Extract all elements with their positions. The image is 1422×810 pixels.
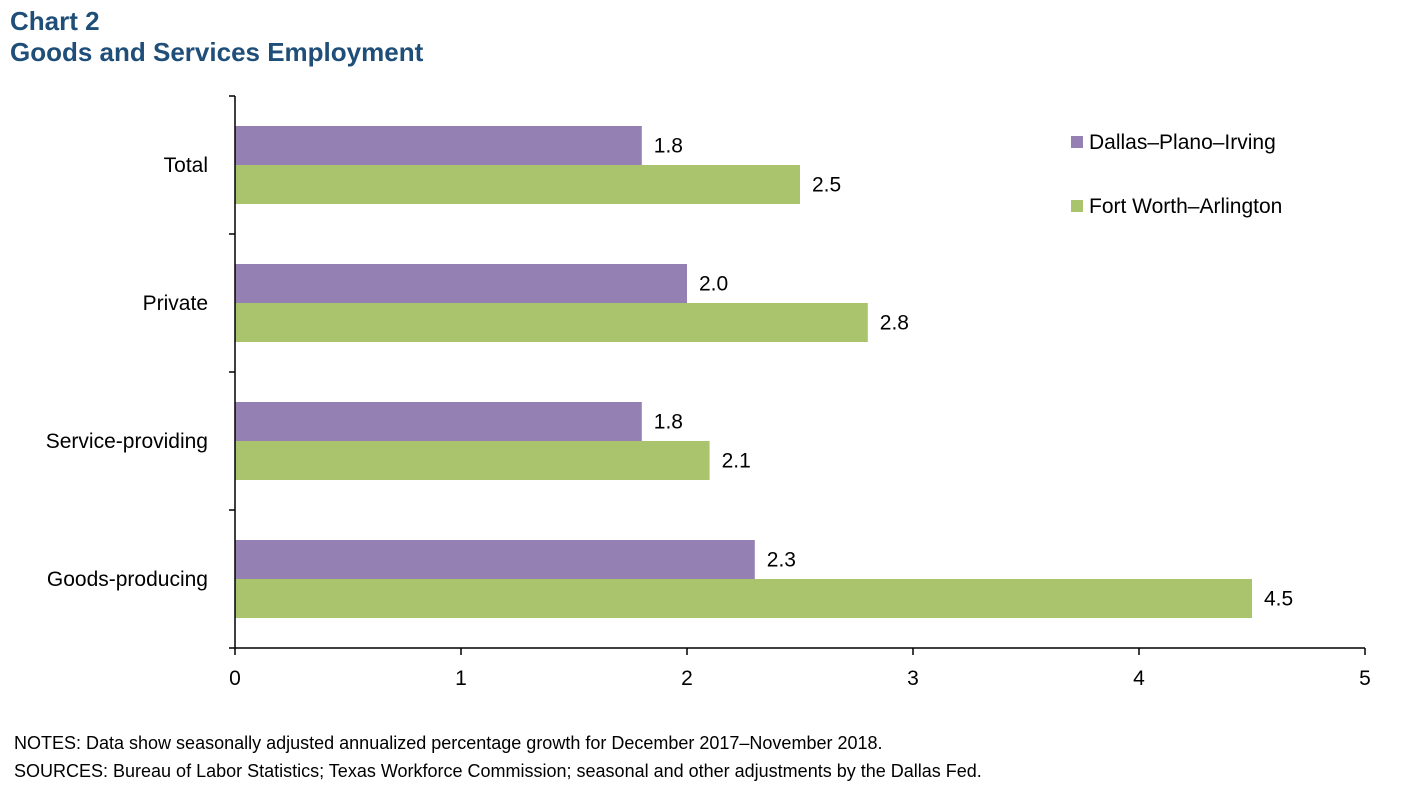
category-label-3: Goods-producing <box>47 568 208 591</box>
bar-dallas-3 <box>235 540 755 579</box>
bar-fort-worth-1 <box>235 303 868 342</box>
chart-titles: Chart 2 Goods and Services Employment <box>10 6 423 68</box>
x-tick-label-1: 1 <box>455 667 467 690</box>
bar-dallas-0 <box>235 126 642 165</box>
x-tick-label-4: 4 <box>1133 667 1145 690</box>
notes-text: NOTES: Data show seasonally adjusted ann… <box>14 733 883 753</box>
category-label-1: Private <box>143 292 208 315</box>
x-tick-label-3: 3 <box>907 667 919 690</box>
data-label-dallas-2: 1.8 <box>654 411 683 434</box>
legend-label-fort-worth: Fort Worth–Arlington <box>1089 195 1282 218</box>
bar-dallas-2 <box>235 402 642 441</box>
category-label-2: Service-providing <box>46 430 208 453</box>
bar-fort-worth-2 <box>235 441 710 480</box>
data-label-fort-worth-0: 2.5 <box>812 174 841 197</box>
category-label-0: Total <box>164 154 208 177</box>
legend-swatch-fort-worth <box>1071 200 1083 212</box>
data-label-fort-worth-2: 2.1 <box>722 450 751 473</box>
axes-layer: Total Private Service-providing Goods-produ… <box>46 95 1371 690</box>
x-tick-label-2: 2 <box>681 667 693 690</box>
data-label-fort-worth-3: 4.5 <box>1264 588 1293 611</box>
bar-fort-worth-0 <box>235 165 800 204</box>
bars-layer: 1.8 2.5 2.0 2.8 1.8 2.1 2.3 4.5 <box>235 126 1293 618</box>
data-label-dallas-3: 2.3 <box>767 549 796 572</box>
chart-number: Chart 2 <box>10 6 100 36</box>
sources-text: SOURCES: Bureau of Labor Statistics; Tex… <box>14 761 982 781</box>
legend-swatch-dallas <box>1071 136 1083 148</box>
x-tick-label-0: 0 <box>229 667 241 690</box>
legend: Dallas–Plano–Irving Fort Worth–Arlington <box>1071 131 1282 218</box>
bar-dallas-1 <box>235 264 687 303</box>
data-label-fort-worth-1: 2.8 <box>880 312 909 335</box>
data-label-dallas-0: 1.8 <box>654 135 683 158</box>
x-tick-label-5: 5 <box>1359 667 1371 690</box>
footnotes: NOTES: Data show seasonally adjusted ann… <box>14 729 982 785</box>
data-label-dallas-1: 2.0 <box>699 273 728 296</box>
chart-title: Goods and Services Employment <box>10 37 424 67</box>
legend-label-dallas: Dallas–Plano–Irving <box>1089 131 1276 154</box>
bar-fort-worth-3 <box>235 579 1252 618</box>
